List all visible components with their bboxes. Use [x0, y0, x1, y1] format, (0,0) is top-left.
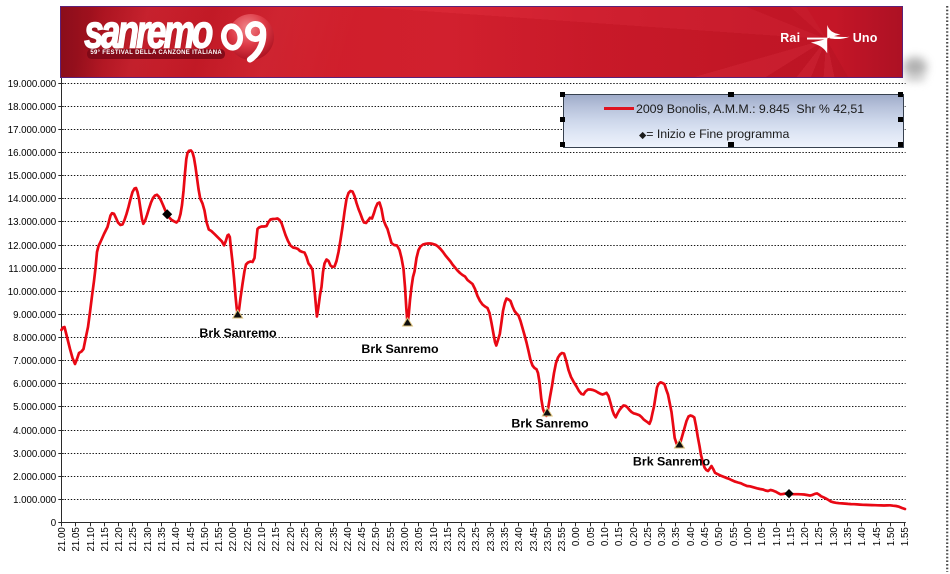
svg-text:23.15: 23.15: [443, 527, 454, 551]
svg-text:0.55: 0.55: [729, 527, 740, 546]
svg-text:1.25: 1.25: [814, 527, 825, 546]
svg-text:Brk Sanremo: Brk Sanremo: [199, 326, 277, 340]
svg-text:1.10: 1.10: [772, 527, 783, 546]
svg-text:Brk Sanremo: Brk Sanremo: [633, 455, 711, 469]
svg-text:Brk Sanremo: Brk Sanremo: [511, 417, 589, 431]
svg-text:19.000.000: 19.000.000: [8, 79, 57, 90]
svg-text:0.40: 0.40: [686, 527, 697, 546]
svg-text:0.05: 0.05: [586, 527, 597, 546]
svg-text:21.50: 21.50: [200, 527, 211, 552]
svg-text:23.20: 23.20: [457, 527, 468, 552]
svg-text:0.45: 0.45: [700, 527, 711, 546]
svg-text:0.50: 0.50: [714, 527, 725, 546]
svg-text:23.25: 23.25: [471, 527, 482, 551]
svg-text:22.35: 22.35: [329, 527, 340, 551]
svg-text:23.05: 23.05: [414, 527, 425, 551]
svg-text:1.20: 1.20: [800, 527, 811, 546]
svg-text:2.000.000: 2.000.000: [13, 472, 57, 483]
svg-text:16.000.000: 16.000.000: [8, 148, 57, 159]
svg-text:21.10: 21.10: [86, 527, 97, 552]
svg-text:22.25: 22.25: [300, 527, 311, 551]
svg-text:23.00: 23.00: [400, 527, 411, 552]
svg-text:4.000.000: 4.000.000: [13, 426, 57, 437]
svg-text:0.25: 0.25: [643, 527, 654, 546]
svg-text:0.20: 0.20: [629, 527, 640, 546]
svg-text:23.10: 23.10: [429, 527, 440, 552]
svg-text:8.000.000: 8.000.000: [13, 333, 57, 344]
svg-text:21.00: 21.00: [57, 527, 68, 552]
svg-text:23.40: 23.40: [514, 527, 525, 552]
svg-text:13.000.000: 13.000.000: [8, 217, 57, 228]
svg-text:1.45: 1.45: [872, 527, 883, 546]
svg-text:1.50: 1.50: [886, 527, 897, 546]
svg-text:14.000.000: 14.000.000: [8, 194, 57, 205]
svg-text:22.05: 22.05: [243, 527, 254, 551]
svg-text:15.000.000: 15.000.000: [8, 171, 57, 182]
svg-text:0.00: 0.00: [571, 527, 582, 546]
svg-text:1.00: 1.00: [743, 527, 754, 546]
svg-text:1.15: 1.15: [786, 527, 797, 546]
svg-text:1.000.000: 1.000.000: [13, 495, 57, 506]
svg-text:22.20: 22.20: [286, 527, 297, 552]
svg-text:21.55: 21.55: [214, 527, 225, 551]
svg-text:22.15: 22.15: [271, 527, 282, 551]
svg-text:22.40: 22.40: [343, 527, 354, 552]
svg-text:0: 0: [51, 518, 57, 529]
svg-text:3.000.000: 3.000.000: [13, 449, 57, 460]
svg-text:23.30: 23.30: [486, 527, 497, 552]
svg-text:0.10: 0.10: [600, 527, 611, 546]
svg-text:21.45: 21.45: [186, 527, 197, 551]
svg-text:0.30: 0.30: [657, 527, 668, 546]
svg-text:22.55: 22.55: [386, 527, 397, 551]
svg-text:21.25: 21.25: [128, 527, 139, 551]
svg-text:0.15: 0.15: [614, 527, 625, 546]
svg-text:21.35: 21.35: [157, 527, 168, 551]
svg-text:0.35: 0.35: [671, 527, 682, 546]
svg-text:Brk Sanremo: Brk Sanremo: [361, 342, 439, 356]
svg-text:21.15: 21.15: [100, 527, 111, 551]
svg-text:23.55: 23.55: [557, 527, 568, 551]
svg-text:22.45: 22.45: [357, 527, 368, 551]
svg-text:23.50: 23.50: [543, 527, 554, 552]
svg-text:21.30: 21.30: [143, 527, 154, 552]
svg-text:21.05: 21.05: [71, 527, 82, 551]
svg-text:1.55: 1.55: [900, 527, 911, 546]
svg-text:23.45: 23.45: [529, 527, 540, 551]
svg-text:21.40: 21.40: [171, 527, 182, 552]
svg-text:7.000.000: 7.000.000: [13, 356, 57, 367]
svg-text:10.000.000: 10.000.000: [8, 287, 57, 298]
svg-text:22.50: 22.50: [371, 527, 382, 552]
svg-text:1.30: 1.30: [829, 527, 840, 546]
svg-text:18.000.000: 18.000.000: [8, 102, 57, 113]
svg-text:23.35: 23.35: [500, 527, 511, 551]
svg-text:22.10: 22.10: [257, 527, 268, 552]
svg-text:21.20: 21.20: [114, 527, 125, 552]
svg-text:1.40: 1.40: [857, 527, 868, 546]
svg-text:6.000.000: 6.000.000: [13, 379, 57, 390]
svg-text:5.000.000: 5.000.000: [13, 402, 57, 413]
svg-text:1.05: 1.05: [757, 527, 768, 546]
svg-text:9.000.000: 9.000.000: [13, 310, 57, 321]
svg-text:1.35: 1.35: [843, 527, 854, 546]
svg-text:22.30: 22.30: [314, 527, 325, 552]
svg-text:17.000.000: 17.000.000: [8, 125, 57, 136]
svg-text:11.000.000: 11.000.000: [8, 264, 56, 275]
svg-text:22.00: 22.00: [228, 527, 239, 552]
svg-text:12.000.000: 12.000.000: [8, 241, 57, 252]
